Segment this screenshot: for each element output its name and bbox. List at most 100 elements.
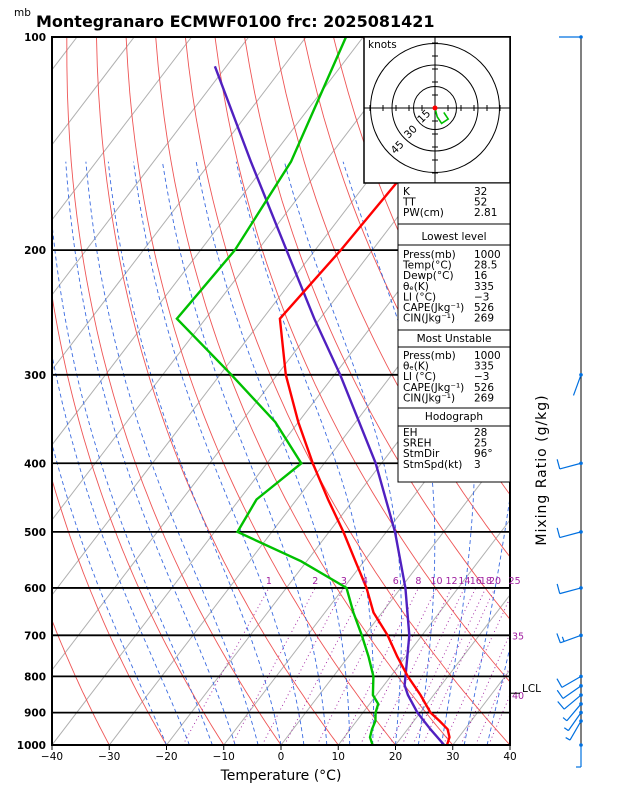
lcl-label: LCL xyxy=(522,683,541,695)
dry-adiabat xyxy=(66,37,282,745)
wind-barb-flag xyxy=(556,689,564,699)
pressure-tick-label: 200 xyxy=(24,245,46,257)
index-value: 32 xyxy=(474,186,487,198)
dry-adiabat xyxy=(125,37,396,745)
index-name: θₑ(K) xyxy=(403,281,429,293)
mixing-ratio-line xyxy=(488,694,510,745)
wind-barb-shaft xyxy=(560,634,582,644)
mixing-ratio-label: 40 xyxy=(512,691,524,702)
wind-barb-flag xyxy=(562,717,568,722)
index-value: 1000 xyxy=(474,249,501,261)
index-name: PW(cm) xyxy=(403,207,444,219)
index-name: StmSpd(kt) xyxy=(403,459,462,471)
dry-adiabat xyxy=(96,37,339,745)
sounding-profiles xyxy=(175,37,500,745)
right-axis-label: Mixing Ratio (g/kg) xyxy=(534,394,550,545)
index-value: 3 xyxy=(474,459,481,471)
chart-title: Montegranaro ECMWF0100 frc: 2025081421 xyxy=(36,12,435,31)
mixing-ratio-label: 14 xyxy=(458,576,470,587)
hodograph-label: knots xyxy=(368,39,397,51)
index-value: 28 xyxy=(474,427,487,439)
moist-adiabat xyxy=(235,161,375,745)
mixing-ratio-label: 4 xyxy=(362,576,368,587)
wind-barb-column xyxy=(556,35,583,768)
indices-frame xyxy=(397,182,511,483)
wind-barb-flag xyxy=(556,583,561,594)
panel-section-title: Lowest level xyxy=(421,231,486,243)
index-name: StmDir xyxy=(403,448,440,460)
wind-barb-shaft xyxy=(561,675,582,688)
mixing-ratio-label: 6 xyxy=(393,576,399,587)
mixing-ratio-label: 12 xyxy=(445,576,457,587)
index-value: 52 xyxy=(474,197,487,209)
x-axis-label: Temperature (°C) xyxy=(220,768,342,784)
index-name: Dewp(°C) xyxy=(403,270,454,282)
index-name: TT xyxy=(402,197,416,209)
mixing-ratio-label: 8 xyxy=(415,576,421,587)
index-value: 335 xyxy=(474,361,494,373)
storm-motion-marker xyxy=(432,105,438,111)
isotherm-line xyxy=(52,37,250,296)
index-value: 1000 xyxy=(474,350,501,362)
temperature-tick-labels: −40 −30 −20 −10 0 10 20 30 40 xyxy=(41,745,517,763)
moist-adiabat xyxy=(161,161,328,745)
wind-barb-shaft xyxy=(569,720,582,741)
index-name: CIN(Jkg⁻¹) xyxy=(403,313,455,325)
dry-adiabat xyxy=(541,37,618,745)
index-value: 269 xyxy=(474,313,494,325)
moist-adiabat xyxy=(52,352,190,745)
index-value: 25 xyxy=(474,438,487,450)
moist-adiabat xyxy=(52,219,213,745)
mixing-ratio-label: 2 xyxy=(312,576,318,587)
index-name: Press(mb) xyxy=(403,249,456,261)
isotherm-line xyxy=(509,744,510,745)
index-value: 16 xyxy=(474,270,488,282)
x-tick-label: 40 xyxy=(503,751,516,763)
dry-adiabat xyxy=(273,37,510,558)
parcel-path xyxy=(213,65,446,745)
wind-barb-flag xyxy=(556,633,561,644)
index-name: CAPE(Jkg⁻¹) xyxy=(403,302,464,314)
temperature-profile xyxy=(278,37,500,745)
isotherm-line xyxy=(395,594,510,745)
mixing-ratio-label: 20 xyxy=(489,576,501,587)
dry-adiabat xyxy=(214,37,510,683)
mixing-ratio-line xyxy=(442,596,510,745)
index-name: CIN(Jkg⁻¹) xyxy=(403,392,455,404)
dry-adiabat xyxy=(52,619,110,745)
pressure-tick-label: 700 xyxy=(24,630,46,642)
pressure-tick-label: 400 xyxy=(24,458,46,470)
wind-barb-flag xyxy=(565,737,571,741)
isotherm-line xyxy=(280,444,510,745)
dry-adiabat xyxy=(600,37,618,745)
dry-adiabat xyxy=(571,37,618,745)
x-tick-label: 30 xyxy=(446,751,459,763)
dry-adiabat xyxy=(52,292,225,745)
index-value: 269 xyxy=(474,392,494,404)
x-tick-label: −30 xyxy=(98,751,120,763)
index-name: SREH xyxy=(403,438,432,450)
pressure-tick-label: 800 xyxy=(24,671,46,683)
wind-barb-shaft xyxy=(559,587,582,595)
index-name: EH xyxy=(403,427,418,439)
panel-section-title: Hodograph xyxy=(425,411,483,423)
dry-adiabat xyxy=(184,37,510,745)
index-name: Press(mb) xyxy=(403,350,456,362)
isotherm-line xyxy=(52,37,135,146)
index-value: 96° xyxy=(474,448,493,460)
moist-adiabat xyxy=(52,442,167,745)
index-name: K xyxy=(403,186,411,198)
wind-barb-shaft xyxy=(559,462,582,470)
hodograph-trace xyxy=(434,107,450,125)
isotherm-line xyxy=(0,37,20,745)
dry-adiabat xyxy=(511,37,618,745)
x-tick-label: 10 xyxy=(332,751,345,763)
panel-section-title: Most Unstable xyxy=(417,333,492,345)
index-value: 526 xyxy=(474,302,494,314)
index-name: θₑ(K) xyxy=(403,361,429,373)
index-value: −3 xyxy=(474,291,489,303)
index-name: LI (°C) xyxy=(403,291,436,303)
